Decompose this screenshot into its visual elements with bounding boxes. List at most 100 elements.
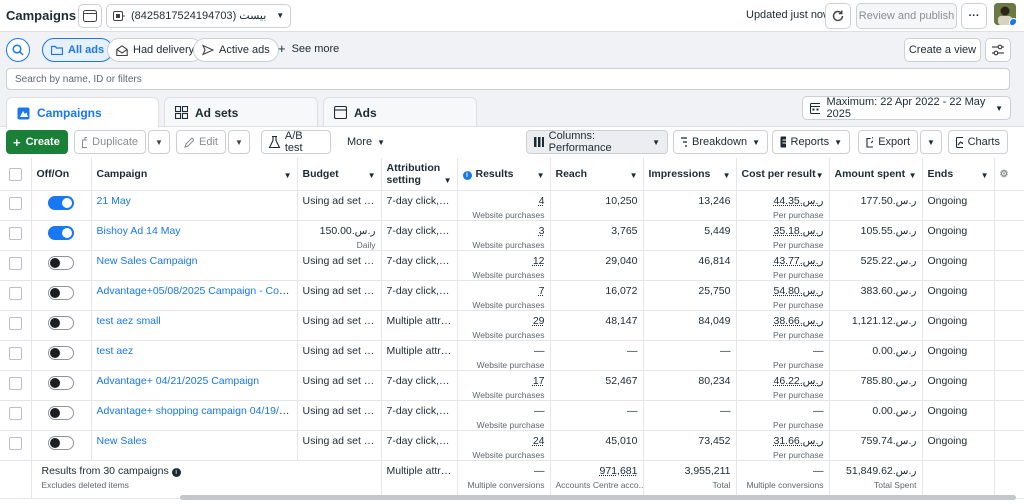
tab-ads[interactable]: Ads bbox=[323, 97, 477, 127]
filter-settings-button[interactable] bbox=[985, 38, 1011, 62]
campaign-toggle[interactable] bbox=[48, 345, 74, 360]
columns-button[interactable]: Columns: Performance ▼ bbox=[526, 130, 668, 154]
row-checkbox[interactable] bbox=[8, 406, 22, 420]
row-checkbox[interactable] bbox=[8, 226, 22, 240]
header-budget[interactable]: Budget ▼ bbox=[297, 158, 382, 191]
column-settings-header[interactable]: ⚙ bbox=[994, 158, 1024, 191]
results-value[interactable]: 3 bbox=[538, 224, 545, 237]
export-button[interactable]: Export bbox=[858, 130, 918, 154]
results-value[interactable]: 17 bbox=[532, 374, 545, 387]
row-checkbox[interactable] bbox=[8, 376, 22, 390]
table-row[interactable]: 21 May Using ad set bud... 7-day click, 1-… bbox=[0, 190, 1024, 221]
results-value[interactable]: 4 bbox=[538, 194, 545, 207]
attribution-cell: 7-day click, 1-... bbox=[381, 400, 458, 431]
results-value[interactable]: 12 bbox=[532, 254, 545, 267]
table-row[interactable]: Advantage+ 04/21/2025 Campaign Using ad s… bbox=[0, 370, 1024, 401]
tab-campaigns[interactable]: Campaigns bbox=[6, 97, 159, 128]
campaign-toggle[interactable] bbox=[48, 315, 74, 330]
facebook-badge-icon bbox=[1009, 18, 1016, 25]
header-ends[interactable]: Ends ▼ bbox=[922, 158, 995, 191]
row-checkbox[interactable] bbox=[8, 256, 22, 270]
search-input[interactable]: Search by name, ID or filters bbox=[6, 68, 1010, 90]
campaign-name-link[interactable]: Bishoy Ad 14 May bbox=[96, 224, 181, 237]
reports-button[interactable]: Reports ▼ bbox=[772, 130, 850, 154]
campaign-toggle[interactable] bbox=[48, 255, 74, 270]
header-attribution[interactable]: Attribution setting ▼ bbox=[381, 158, 458, 191]
date-range-picker[interactable]: Maximum: 22 Apr 2022 - 22 May 2025 ▼ bbox=[802, 96, 1011, 120]
duplicate-dropdown[interactable]: ▼ bbox=[148, 130, 170, 154]
edit-dropdown[interactable]: ▼ bbox=[228, 130, 250, 154]
budget-value: Using ad set bud... bbox=[302, 314, 376, 327]
edit-button[interactable]: Edit bbox=[176, 130, 226, 154]
amount-spent-cell: ر.س.0.00 bbox=[829, 400, 923, 431]
campaigns-panel: + Create Duplicate ▼ Edit ▼ A/B test Mor… bbox=[0, 126, 1024, 504]
header-amount-spent[interactable]: Amount spent ▼ bbox=[829, 158, 923, 191]
empty-cell bbox=[0, 460, 32, 499]
see-more-button[interactable]: + See more bbox=[278, 42, 339, 55]
campaign-name-link[interactable]: Advantage+ 04/21/2025 Campaign bbox=[96, 374, 260, 387]
header-results[interactable]: i Results ▼ bbox=[457, 158, 551, 191]
results-value[interactable]: 29 bbox=[532, 314, 545, 327]
table-row[interactable]: test aez small Using ad set bud... Multipl… bbox=[0, 310, 1024, 341]
campaign-toggle[interactable] bbox=[48, 285, 74, 300]
table-row[interactable]: New Sales Campaign Using ad set bud... 7-d… bbox=[0, 250, 1024, 281]
results-value[interactable]: 24 bbox=[532, 434, 545, 447]
campaign-toggle[interactable] bbox=[48, 405, 74, 420]
export-dropdown[interactable]: ▼ bbox=[920, 130, 942, 154]
campaign-name-link[interactable]: New Sales Campaign bbox=[96, 254, 198, 267]
breakdown-button[interactable]: Breakdown ▼ bbox=[673, 130, 768, 154]
horizontal-scrollbar[interactable] bbox=[180, 495, 1016, 500]
ab-test-button[interactable]: A/B test bbox=[261, 130, 331, 154]
campaign-toggle[interactable] bbox=[48, 225, 74, 240]
more-options-button[interactable]: ··· bbox=[961, 3, 987, 29]
table-row[interactable]: New Sales Using ad set bud... 7-day click,… bbox=[0, 430, 1024, 461]
campaign-toggle[interactable] bbox=[48, 435, 74, 450]
row-checkbox[interactable] bbox=[8, 196, 22, 210]
refresh-button[interactable] bbox=[825, 3, 851, 29]
campaign-name-link[interactable]: test aez small bbox=[96, 314, 161, 327]
impressions-value: — bbox=[720, 344, 731, 357]
table-row[interactable]: test aez Using ad set bud... Multiple attr… bbox=[0, 340, 1024, 371]
tab-ad-sets[interactable]: Ad sets bbox=[164, 97, 318, 127]
header-cost-per-result[interactable]: Cost per result ▼ bbox=[736, 158, 830, 191]
filter-active-ads[interactable]: Active ads bbox=[193, 38, 279, 62]
create-view-button[interactable]: Create a view bbox=[904, 38, 981, 62]
campaign-toggle[interactable] bbox=[48, 195, 74, 210]
row-checkbox[interactable] bbox=[8, 286, 22, 300]
impressions-value: 5,449 bbox=[704, 224, 731, 237]
table-row[interactable]: Bishoy Ad 14 May ر.س.150.00 Daily 7-day cli… bbox=[0, 220, 1024, 251]
campaign-name-link[interactable]: Advantage+05/08/2025 Campaign - Copy 2 bbox=[96, 284, 297, 297]
duplicate-button[interactable]: Duplicate bbox=[74, 130, 146, 154]
row-checkbox[interactable] bbox=[8, 346, 22, 360]
charts-button[interactable]: Charts bbox=[948, 130, 1008, 154]
campaign-name-link[interactable]: New Sales bbox=[96, 434, 147, 447]
results-value[interactable]: 7 bbox=[538, 284, 545, 297]
row-checkbox[interactable] bbox=[8, 316, 22, 330]
campaign-name-link[interactable]: Advantage+ shopping campaign 04/19/2025 … bbox=[96, 404, 297, 417]
create-button[interactable]: + Create bbox=[6, 130, 68, 154]
avatar[interactable] bbox=[994, 3, 1016, 25]
header-campaign[interactable]: Campaign ▼ bbox=[91, 158, 298, 191]
campaign-toggle[interactable] bbox=[48, 375, 74, 390]
columns-label: Columns: Performance bbox=[548, 130, 612, 154]
filter-had-delivery[interactable]: Had delivery bbox=[107, 38, 204, 62]
account-selector[interactable]: بيست (8425817524194703) ▼ bbox=[106, 3, 292, 28]
more-menu-button[interactable]: More ▼ bbox=[340, 130, 390, 154]
search-toggle-button[interactable] bbox=[6, 38, 30, 62]
account-panel-button[interactable] bbox=[78, 3, 102, 28]
info-icon[interactable]: i bbox=[171, 467, 181, 477]
filter-all-ads[interactable]: All ads bbox=[42, 38, 114, 62]
duplicate-icon bbox=[82, 136, 88, 148]
table-row[interactable]: Advantage+ shopping campaign 04/19/2025 … bbox=[0, 400, 1024, 431]
amount-spent-cell: ر.س.525.22 bbox=[829, 250, 923, 281]
select-all-checkbox[interactable] bbox=[8, 168, 22, 182]
campaign-name-link[interactable]: 21 May bbox=[96, 194, 131, 207]
cost-per-result-cell: — Per purchase bbox=[736, 400, 830, 431]
select-all-header[interactable] bbox=[0, 158, 32, 191]
campaign-name-link[interactable]: test aez bbox=[96, 344, 134, 357]
header-reach[interactable]: Reach ▼ bbox=[550, 158, 644, 191]
row-checkbox[interactable] bbox=[8, 436, 22, 450]
header-impressions[interactable]: Impressions ▼ bbox=[643, 158, 737, 191]
review-publish-button[interactable]: Review and publish bbox=[856, 3, 957, 29]
table-row[interactable]: Advantage+05/08/2025 Campaign - Copy 2 Us… bbox=[0, 280, 1024, 311]
